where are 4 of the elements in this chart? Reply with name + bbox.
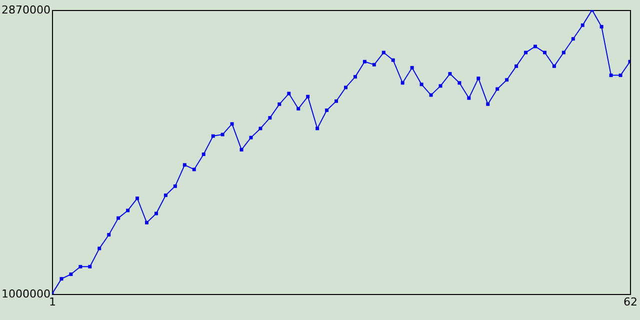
- x-tick-label: 1: [49, 296, 56, 308]
- y-tick-label: 1000000: [2, 288, 50, 300]
- y-tick-label: 2870000: [2, 4, 50, 16]
- x-tick-label: 62: [624, 296, 638, 308]
